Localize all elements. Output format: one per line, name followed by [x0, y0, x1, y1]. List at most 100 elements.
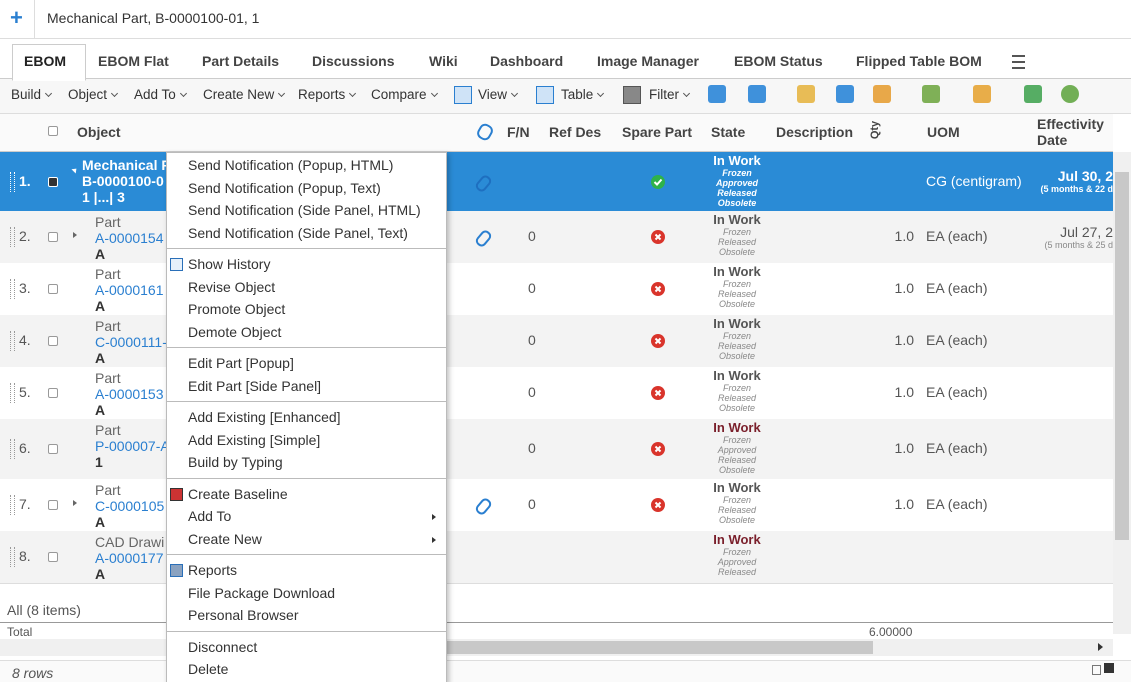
menu-item[interactable]: Reports [167, 560, 446, 582]
menu-item[interactable]: Create Baseline [167, 484, 446, 506]
toolbar-menu[interactable]: Table [561, 87, 603, 102]
tab[interactable]: Image Manager [597, 53, 699, 69]
menu-item[interactable]: Send Notification (Popup, HTML) [167, 155, 446, 177]
menu-item[interactable]: Promote Object [167, 299, 446, 321]
toolbar-icon[interactable] [973, 85, 991, 103]
row-checkbox[interactable] [48, 388, 58, 398]
object-text[interactable]: A-0000177 [95, 550, 164, 566]
header-checkbox[interactable] [48, 126, 58, 136]
object-text[interactable]: C-0000105 [95, 498, 165, 514]
menu-item[interactable]: Personal Browser [167, 605, 446, 627]
toolbar-menu[interactable]: Add To [134, 87, 186, 102]
menu-item[interactable]: Add Existing [Enhanced] [167, 407, 446, 429]
menu-item[interactable]: Build by Typing [167, 452, 446, 474]
add-button[interactable]: + [10, 5, 23, 30]
menu-item[interactable]: Add Existing [Simple] [167, 430, 446, 452]
tab[interactable]: Discussions [312, 53, 395, 69]
object-text[interactable]: C-0000111- [95, 334, 167, 350]
menu-label: Reports [188, 562, 238, 578]
menu-item[interactable]: Disconnect [167, 637, 446, 659]
object-text[interactable]: A-0000161 [95, 282, 164, 298]
menu-item[interactable]: Demote Object [167, 322, 446, 344]
toolbar-menu[interactable]: Reports [298, 87, 355, 102]
toolbar-menu[interactable]: Filter [649, 87, 689, 102]
tab[interactable]: Flipped Table BOM [856, 53, 982, 69]
object-text: A [95, 402, 106, 418]
expand-arrow[interactable] [73, 232, 77, 238]
column-header[interactable]: Ref Des [549, 124, 602, 140]
expand-arrow[interactable] [73, 500, 77, 506]
menu-item[interactable]: Edit Part [Popup] [167, 353, 446, 375]
object-text[interactable]: A-0000153 [95, 386, 164, 402]
toolbar-menu[interactable]: Build [11, 87, 51, 102]
attachment-icon[interactable] [473, 496, 494, 517]
effectivity-note: (5 months & 22 d [1040, 184, 1113, 194]
quantity: 1.0 [894, 384, 914, 400]
menu-item[interactable]: Send Notification (Popup, Text) [167, 178, 446, 200]
item-count: All (8 items) [7, 602, 81, 618]
toolbar-icon[interactable] [922, 85, 940, 103]
menu-label: Add Existing [Enhanced] [188, 409, 341, 425]
row-checkbox[interactable] [48, 176, 58, 187]
object-text[interactable]: A-0000154 [95, 230, 164, 246]
row-checkbox[interactable] [48, 336, 58, 346]
toolbar-icon[interactable] [748, 85, 766, 103]
column-header[interactable]: Spare Part [622, 124, 693, 140]
object-text[interactable]: B-0000100-0 [82, 173, 164, 189]
menu-item[interactable]: Delete [167, 659, 446, 681]
toolbar-icon[interactable] [1024, 85, 1042, 103]
toolbar-menu[interactable]: View [478, 87, 517, 102]
menu-separator [167, 248, 446, 249]
column-header[interactable]: UOM [927, 124, 960, 140]
vertical-scrollbar[interactable] [1113, 152, 1131, 634]
substate: Obsolete [718, 351, 756, 361]
column-header[interactable]: State [711, 124, 746, 140]
toolbar-menu[interactable]: Compare [371, 87, 437, 102]
expand-arrow[interactable] [71, 166, 79, 174]
tab[interactable]: EBOM Flat [98, 53, 169, 69]
menu-item[interactable]: Add To [167, 506, 446, 528]
tab[interactable]: EBOM [24, 53, 66, 69]
menu-item[interactable]: Show History [167, 254, 446, 276]
uom: EA (each) [926, 228, 988, 244]
toolbar-icon[interactable] [873, 85, 891, 103]
menu-item[interactable]: Send Notification (Side Panel, HTML) [167, 200, 446, 222]
column-header[interactable]: Effectivity Date [1037, 116, 1104, 148]
object-text: 1 [95, 454, 103, 470]
row-checkbox[interactable] [48, 232, 58, 242]
uom: EA (each) [926, 384, 988, 400]
menu-item[interactable]: Send Notification (Side Panel, Text) [167, 223, 446, 245]
column-header[interactable]: Object [77, 124, 121, 140]
attachment-icon[interactable] [473, 228, 494, 249]
menu-item[interactable]: Revise Object [167, 277, 446, 299]
menu-item[interactable]: File Package Download [167, 583, 446, 605]
column-header[interactable]: Description [776, 124, 854, 140]
menu-icon[interactable] [1012, 55, 1025, 69]
tab[interactable]: Wiki [429, 53, 458, 69]
uom: EA (each) [926, 440, 988, 456]
menu-item[interactable]: Create New [167, 529, 446, 551]
column-header[interactable]: Qty [869, 120, 882, 140]
tab[interactable]: EBOM Status [734, 53, 823, 69]
row-checkbox[interactable] [48, 284, 58, 294]
row-checkbox[interactable] [48, 500, 58, 510]
object-text[interactable]: P-000007-A [95, 438, 170, 454]
uom: EA (each) [926, 496, 988, 512]
toolbar-menu[interactable]: Create New [203, 87, 284, 102]
toolbar-icon[interactable] [797, 85, 815, 103]
tab[interactable]: Dashboard [490, 53, 564, 69]
column-header[interactable]: F/N [507, 124, 530, 140]
toolbar-icon[interactable] [1061, 85, 1079, 103]
view-toggle[interactable] [1104, 663, 1114, 673]
spare-icon [651, 498, 665, 512]
scroll-arrow[interactable] [1098, 643, 1103, 651]
toolbar-icon[interactable] [836, 85, 854, 103]
toolbar-menu[interactable]: Object [68, 87, 117, 102]
row-checkbox[interactable] [48, 444, 58, 454]
tab[interactable]: Part Details [202, 53, 280, 69]
substate: Frozen [722, 279, 751, 289]
attachment-icon[interactable] [473, 172, 494, 194]
menu-item[interactable]: Edit Part [Side Panel] [167, 376, 446, 398]
row-checkbox[interactable] [48, 552, 58, 562]
toolbar-icon[interactable] [708, 85, 726, 103]
